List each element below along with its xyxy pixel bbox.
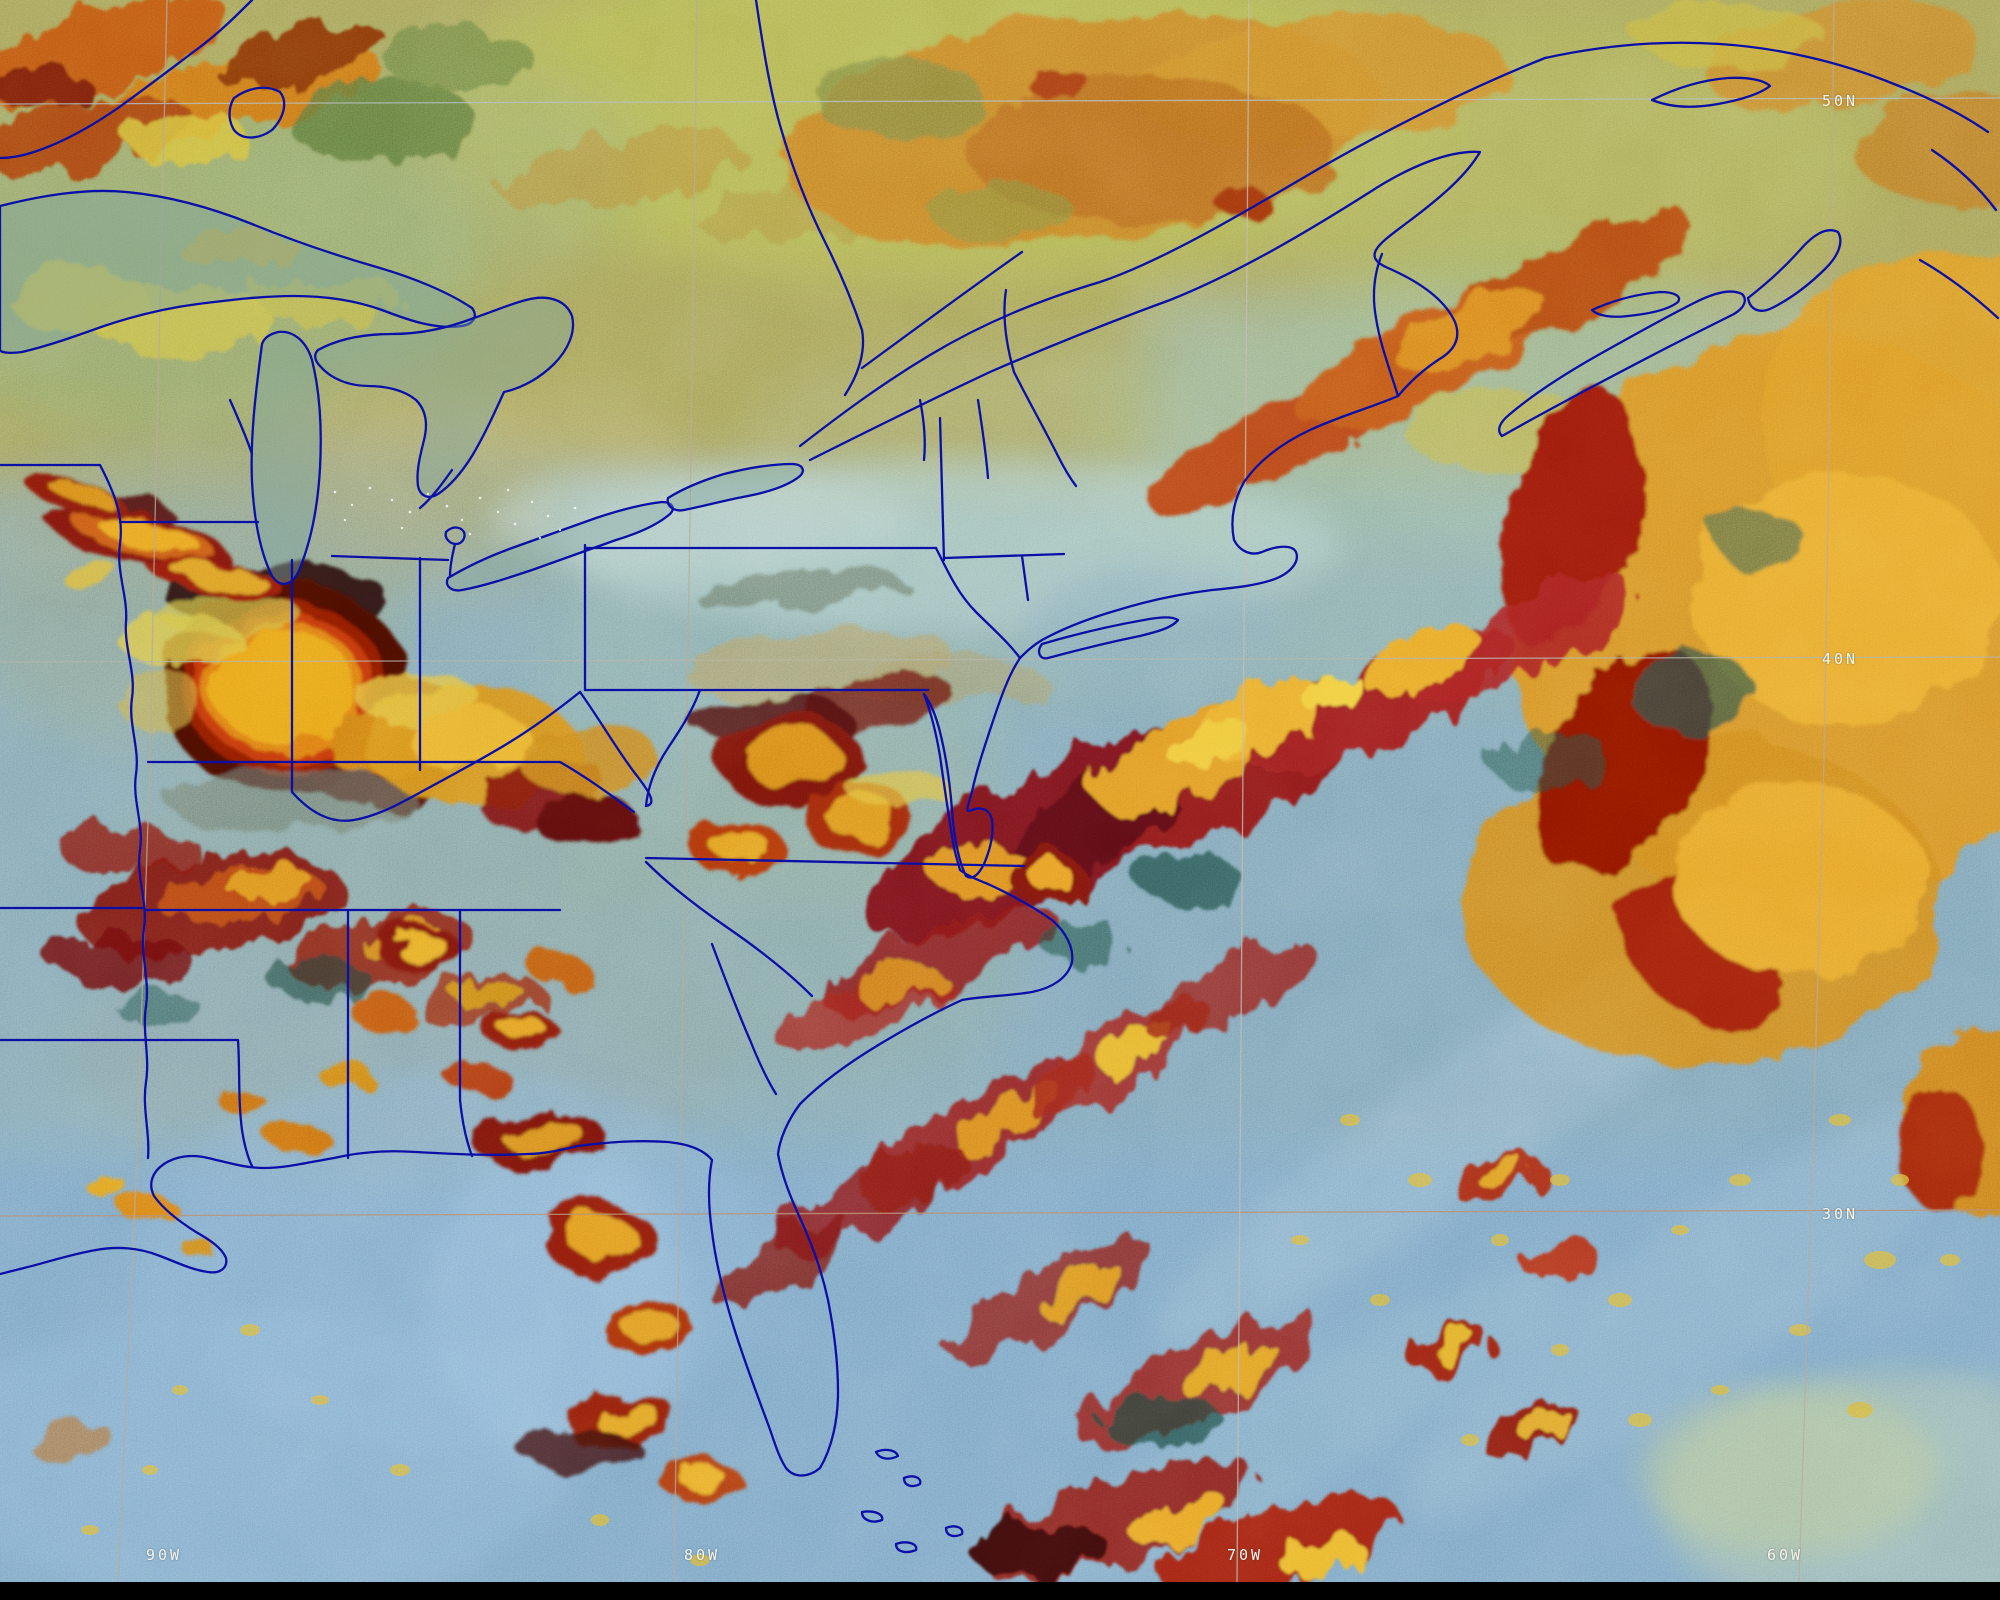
grid-label-90w: 90W [146, 1546, 183, 1564]
gridline-70w [1236, 0, 1250, 1582]
lake-erie-outline [445, 500, 674, 592]
lake-huron-outline [314, 296, 575, 498]
grid-label-60w: 60W [1767, 1546, 1804, 1564]
grid-label-40n: 40N [1822, 650, 1859, 668]
coastline-maine-to-gulf [0, 394, 1400, 1477]
long-island-outline [1038, 616, 1180, 660]
nova-scotia-outline [1498, 290, 1746, 438]
status-bar: GOES-19 RGB-NIGHTR=C15-14 G=C14-7 B=C14-… [0, 1582, 2000, 1600]
gridline-40n [0, 656, 2000, 663]
virginia-northcarolina-border [644, 856, 1026, 868]
gridline-90w [117, 0, 168, 1582]
bahamas-islands [860, 1448, 964, 1554]
delaware-river-border [934, 546, 1022, 660]
grid-label-70w: 70W [1227, 1546, 1264, 1564]
kentucky-virginia-border [578, 690, 653, 808]
newengland-borders [938, 370, 1078, 602]
grid-label-80w: 80W [684, 1546, 721, 1564]
lake-stclair-detroit [444, 526, 466, 578]
map-boundaries [0, 0, 2000, 1554]
southcarolina-georgia-border [710, 942, 778, 1096]
mn-ontario-border [0, 0, 254, 160]
pei-outline [1590, 290, 1681, 318]
anticosti-island [1650, 76, 1772, 108]
city-light-speckles [333, 486, 577, 540]
gridline-50n [0, 97, 2000, 105]
quebec-north-shore [1543, 41, 1990, 134]
georgia-alabama-border [458, 908, 474, 1158]
gridline-30n [0, 1209, 2000, 1217]
newfoundland-hints [1918, 148, 2000, 320]
saginaw-bay-outline [418, 468, 454, 510]
kentucky-tennessee-border [146, 760, 636, 814]
grid-label-50n: 50N [1822, 92, 1859, 110]
green-bay-outline [228, 398, 254, 456]
mississippi-river-border [0, 463, 150, 1160]
st-lawrence-south-gaspe-nb [808, 150, 1482, 462]
lake-nipigon-outline [228, 86, 286, 139]
michigan-ohio-border [330, 554, 450, 562]
st-lawrence-north-shore [798, 56, 1547, 448]
cape-breton-outline [1746, 229, 1842, 312]
grid-label-30n: 30N [1822, 1205, 1859, 1223]
northcarolina-southcarolina-border [644, 860, 814, 998]
gridline-60w [1798, 0, 1835, 1582]
lake-ontario-outline [666, 462, 804, 512]
maine-nb-borders [1003, 252, 1400, 398]
gridline-80w [673, 0, 698, 1582]
wv-va-border [644, 688, 702, 808]
lake-michigan-outline [250, 330, 322, 585]
us-canada-45n-border [860, 250, 1024, 370]
louisiana-mississippi-border [0, 1038, 254, 1168]
ontario-quebec-border [754, 0, 865, 397]
illinois-indiana-border-ohio-river [290, 558, 582, 822]
